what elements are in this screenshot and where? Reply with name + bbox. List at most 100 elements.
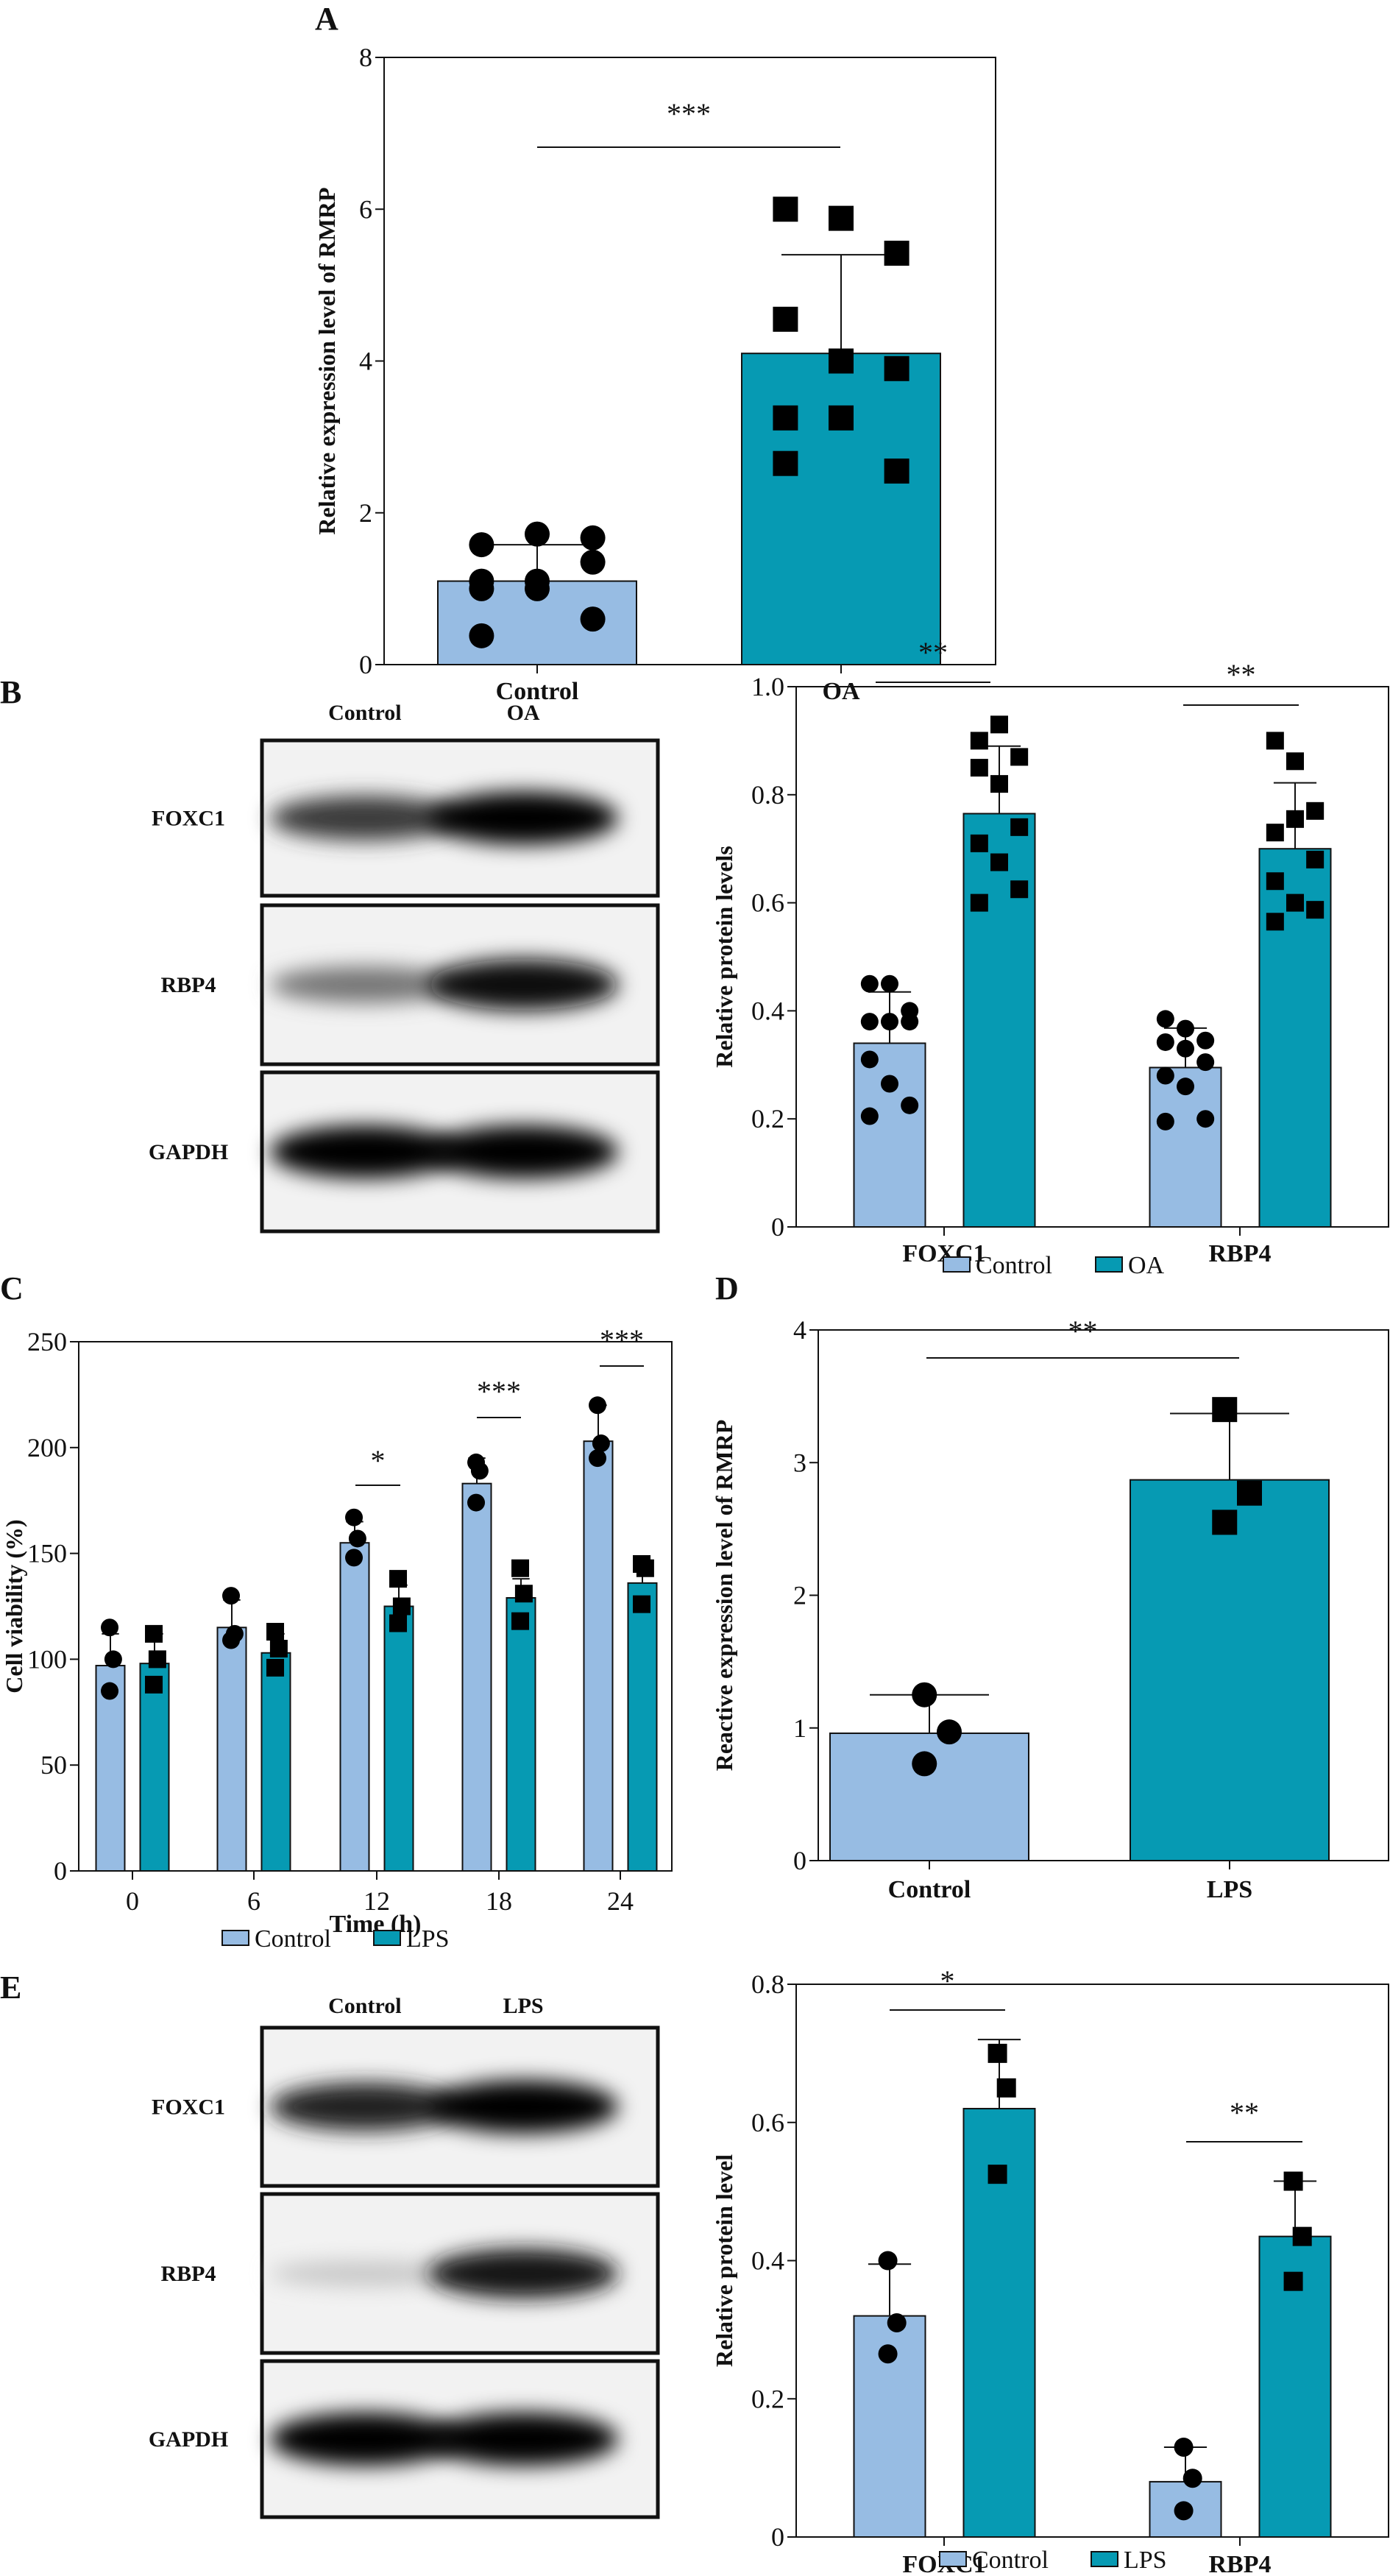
y-tick-label: 100 (27, 1644, 67, 1674)
y-tick-label: 0.8 (751, 780, 784, 810)
data-point (1292, 2226, 1312, 2246)
data-point (878, 2344, 898, 2364)
data-point (860, 1013, 879, 1031)
y-tick-label: 8 (359, 43, 372, 72)
protein-band (428, 959, 619, 1011)
legend-label: Control (976, 1252, 1052, 1279)
blot-row-label: GAPDH (149, 1140, 228, 1164)
data-point (580, 606, 606, 632)
data-point (592, 1434, 610, 1453)
chart-panel-a: 0 2 4 6 8 Relative expression level of RMRP Co… (313, 43, 996, 705)
x-tick-label: 0 (126, 1886, 139, 1916)
significance-label: ** (918, 636, 948, 669)
data-point (860, 974, 879, 993)
y-tick-label: 1 (793, 1713, 806, 1743)
data-point (829, 348, 854, 374)
data-point (881, 974, 898, 993)
data-point (773, 306, 798, 332)
data-point (511, 1559, 530, 1577)
x-tick-label: OA (823, 678, 860, 705)
data-point (829, 405, 854, 431)
protein-band (269, 1125, 460, 1178)
data-point (1306, 802, 1325, 820)
lane-label: LPS (503, 1994, 544, 2018)
x-tick-label: RBP4 (1209, 1240, 1272, 1267)
y-tick-label: 0.6 (751, 888, 784, 918)
panel-label-e: E (0, 1970, 21, 2006)
protein-band (428, 1125, 619, 1178)
data-point (881, 1075, 898, 1093)
data-point (1010, 818, 1029, 836)
significance-label: ** (1068, 1314, 1098, 1348)
data-point (1266, 824, 1284, 842)
data-point (589, 1396, 607, 1415)
data-point (912, 1751, 937, 1777)
legend-label: OA (1128, 1252, 1165, 1279)
data-point (1266, 913, 1284, 931)
x-tick-label: LPS (1207, 1876, 1252, 1903)
data-point (1156, 1112, 1174, 1130)
data-point (1182, 2469, 1202, 2488)
plot-frame (795, 686, 1389, 1228)
panel-label-c: C (0, 1270, 24, 1306)
legend-swatch (1095, 1256, 1123, 1273)
data-point (970, 759, 988, 777)
data-point (1010, 880, 1029, 899)
data-point (887, 2313, 907, 2332)
data-point (470, 1462, 489, 1480)
data-point (348, 1529, 366, 1548)
data-point (1177, 1078, 1194, 1096)
data-point (773, 197, 798, 222)
significance-label: ** (1230, 2096, 1259, 2129)
y-tick-label: 0.8 (751, 1970, 784, 1999)
data-point (514, 1585, 533, 1603)
data-point (389, 1570, 408, 1588)
protein-band (269, 796, 460, 841)
y-tick-label: 0.4 (751, 996, 784, 1025)
x-tick-label: 18 (486, 1886, 512, 1916)
y-axis-label: Relative expression level of RMRP (313, 187, 340, 534)
significance-label: * (940, 1964, 955, 1998)
data-point (987, 2165, 1007, 2184)
data-point (1156, 1066, 1174, 1085)
data-point (345, 1508, 364, 1526)
data-point (101, 1618, 119, 1637)
y-tick-label: 4 (359, 347, 372, 376)
x-tick-label: 12 (364, 1886, 390, 1916)
bar-lps (383, 1605, 414, 1872)
significance-label: *** (477, 1375, 521, 1408)
data-point (829, 205, 854, 231)
legend-swatch (943, 1256, 971, 1273)
lane-label: Control (328, 701, 401, 725)
bar-lps (260, 1652, 291, 1872)
data-point (1237, 1480, 1262, 1506)
data-point (1286, 752, 1304, 771)
data-point (990, 775, 1008, 793)
y-tick-label: 0 (54, 1856, 67, 1886)
chart-panel-c: 0 50 100 150 200 250 Cell viability (%) 0 6 12 18 2… (1, 1323, 673, 1953)
blot-row-label: FOXC1 (152, 807, 225, 831)
panel-label-d: D (715, 1270, 739, 1306)
protein-band (269, 966, 460, 1003)
data-point (1212, 1510, 1238, 1535)
chart-panel-d: 0 1 2 3 4 Reactive expression level of RMRP Co… (711, 1314, 1389, 1903)
data-point (589, 1449, 607, 1468)
data-point (1156, 1010, 1174, 1028)
data-point (1177, 1019, 1194, 1038)
data-point (266, 1623, 285, 1641)
data-point (773, 450, 798, 476)
bar-control (339, 1542, 370, 1872)
data-point (1212, 1397, 1238, 1423)
protein-band (269, 2260, 460, 2287)
x-tick-label: Control (888, 1876, 971, 1903)
legend-label: Control (255, 1925, 331, 1953)
legend-label: Control (972, 2547, 1049, 2574)
data-point (511, 1612, 530, 1630)
data-point (1174, 2437, 1194, 2457)
data-point (860, 1050, 879, 1069)
y-tick-label: 1.0 (751, 672, 784, 701)
data-point (970, 732, 988, 750)
data-point (525, 521, 550, 547)
